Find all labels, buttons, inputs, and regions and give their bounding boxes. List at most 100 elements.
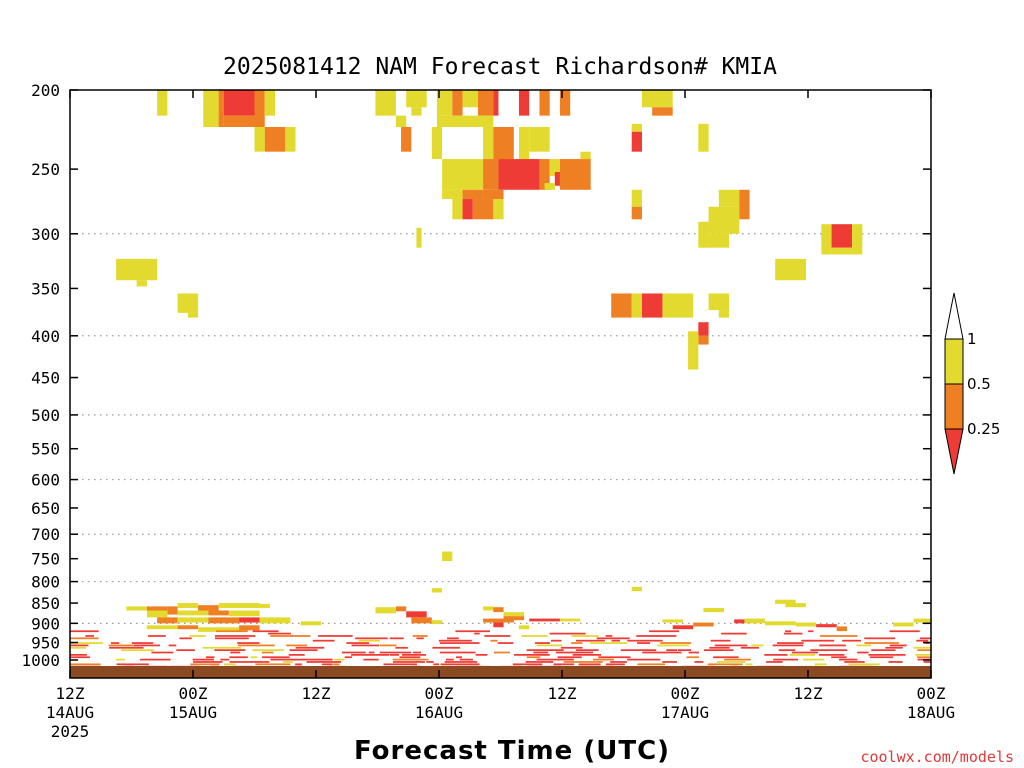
boundary-cell [688, 651, 699, 654]
richardson-cell [198, 627, 240, 632]
boundary-cell [306, 661, 342, 663]
richardson-cell [518, 127, 530, 160]
richardson-cell [177, 293, 199, 313]
richardson-cell [662, 107, 673, 116]
richardson-cell [462, 90, 478, 108]
boundary-cell [571, 635, 599, 637]
boundary-cell [746, 663, 753, 666]
boundary-cell [133, 644, 160, 647]
richardson-cell [177, 617, 209, 623]
y-tick-label: 550 [31, 440, 60, 459]
boundary-cell [598, 656, 631, 659]
boundary-cell [842, 639, 862, 642]
boundary-cell [459, 658, 473, 661]
richardson-cell [518, 90, 530, 116]
richardson-cell [177, 610, 209, 616]
boundary-cell [70, 644, 89, 647]
legend-label: 1 [967, 330, 977, 348]
richardson-cell [477, 90, 494, 116]
richardson-cell [641, 293, 663, 318]
richardson-cell [641, 90, 673, 108]
y-tick-label: 950 [31, 634, 60, 653]
boundary-cell [660, 642, 692, 644]
boundary-cell [844, 661, 865, 663]
richardson-cell [177, 625, 199, 630]
richardson-cell [554, 171, 560, 186]
boundary-cell [662, 661, 677, 663]
boundary-cell [721, 632, 747, 635]
boundary-cell [766, 661, 783, 663]
richardson-cell [662, 619, 683, 623]
boundary-cell [839, 658, 858, 661]
richardson-cell [452, 90, 463, 116]
boundary-cell [223, 663, 236, 666]
legend-top-arrow [944, 292, 964, 340]
boundary-cell [262, 656, 290, 659]
richardson-cell [698, 335, 709, 345]
boundary-cell [346, 642, 369, 644]
y-tick-label: 350 [31, 279, 60, 298]
boundary-cell [490, 639, 498, 642]
richardson-cell [375, 607, 396, 614]
x-tick-label: 12Z [548, 684, 577, 703]
boundary-cell [677, 649, 692, 652]
richardson-cell [662, 293, 694, 318]
boundary-cell [193, 661, 223, 663]
boundary-cell [592, 658, 615, 661]
boundary-cell [572, 653, 602, 656]
richardson-cell [157, 90, 168, 116]
boundary-cell [534, 642, 550, 644]
richardson-cell [503, 612, 525, 617]
boundary-cell [295, 646, 325, 649]
boundary-cell [444, 661, 478, 663]
richardson-cell [259, 617, 291, 624]
boundary-cell [553, 663, 575, 666]
boundary-cell [578, 663, 601, 666]
boundary-cell [917, 649, 931, 652]
boundary-cell [627, 658, 661, 661]
boundary-cell [916, 639, 929, 642]
x-tick-label: 00Z [917, 684, 946, 703]
richardson-cell [239, 617, 260, 623]
richardson-cell [436, 115, 494, 128]
boundary-cell [140, 658, 171, 661]
boundary-cell [536, 658, 574, 661]
boundary-cell [919, 637, 931, 640]
richardson-cell [259, 603, 270, 609]
boundary-cell [368, 651, 375, 654]
boundary-cell [514, 653, 550, 656]
richardson-cell [126, 606, 147, 611]
source-credit: coolwx.com/models [860, 748, 1014, 766]
boundary-cell [856, 644, 872, 647]
boundary-cell [666, 649, 678, 652]
richardson-cell [559, 618, 581, 622]
boundary-cell [773, 658, 799, 661]
boundary-cell [412, 635, 428, 637]
boundary-cell [620, 649, 657, 652]
boundary-cell [714, 644, 748, 647]
boundary-cell [214, 637, 249, 640]
x-tick-label: 00Z [425, 684, 454, 703]
richardson-cell [493, 199, 504, 220]
richardson-cell [208, 617, 240, 624]
boundary-cell [575, 649, 599, 652]
richardson-cell [187, 312, 199, 318]
richardson-cells [116, 90, 931, 632]
boundary-cell [286, 644, 308, 647]
boundary-cell [190, 663, 220, 666]
boundary-cell [525, 661, 554, 663]
boundary-cell [571, 642, 583, 644]
boundary-cell [131, 642, 154, 644]
boundary-cell [341, 651, 366, 654]
boundary-cell [358, 639, 380, 642]
richardson-cell [795, 622, 817, 627]
boundary-cell [255, 663, 291, 666]
y-tick-label: 200 [31, 81, 60, 100]
y-tick-label: 1000 [21, 651, 60, 670]
boundary-cell [334, 658, 345, 661]
boundary-cell [355, 637, 388, 640]
boundary-cell [864, 642, 899, 644]
richardson-cell [239, 625, 260, 631]
boundary-cell [917, 656, 931, 659]
richardson-cell [228, 610, 260, 617]
